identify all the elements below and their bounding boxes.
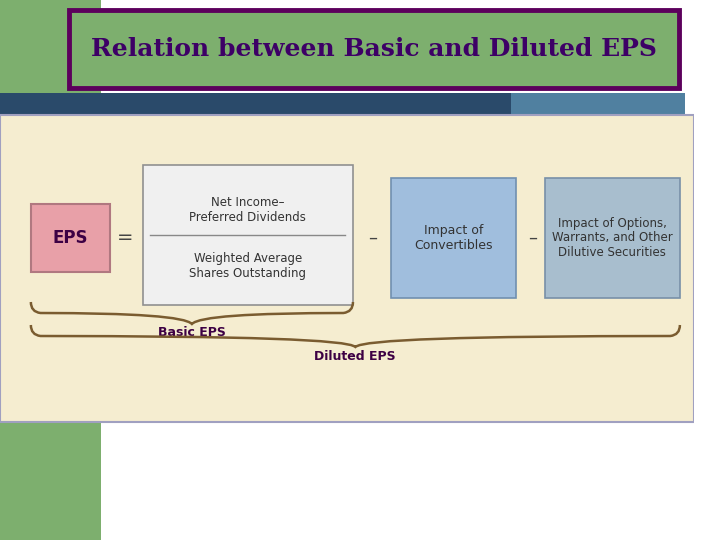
FancyBboxPatch shape [143, 165, 353, 305]
Text: Basic EPS: Basic EPS [158, 326, 226, 339]
Text: Impact of
Convertibles: Impact of Convertibles [414, 224, 492, 252]
Text: Relation between Basic and Diluted EPS: Relation between Basic and Diluted EPS [91, 37, 657, 61]
Bar [0, 0, 102, 125]
Bar [0, 115, 694, 422]
Text: =: = [117, 228, 134, 247]
FancyBboxPatch shape [390, 178, 516, 298]
FancyBboxPatch shape [31, 204, 110, 272]
Bar [0, 422, 102, 540]
Bar [511, 93, 685, 115]
Bar [0, 93, 511, 115]
Text: Net Income–
Preferred Dividends: Net Income– Preferred Dividends [189, 196, 306, 224]
Text: Impact of Options,
Warrants, and Other
Dilutive Securities: Impact of Options, Warrants, and Other D… [552, 217, 672, 260]
Bar [69, 10, 679, 88]
Text: –: – [528, 229, 537, 247]
Text: Weighted Average
Shares Outstanding: Weighted Average Shares Outstanding [189, 252, 306, 280]
FancyBboxPatch shape [545, 178, 680, 298]
Text: –: – [368, 229, 377, 247]
Text: Diluted EPS: Diluted EPS [314, 349, 396, 362]
Text: EPS: EPS [53, 229, 88, 247]
